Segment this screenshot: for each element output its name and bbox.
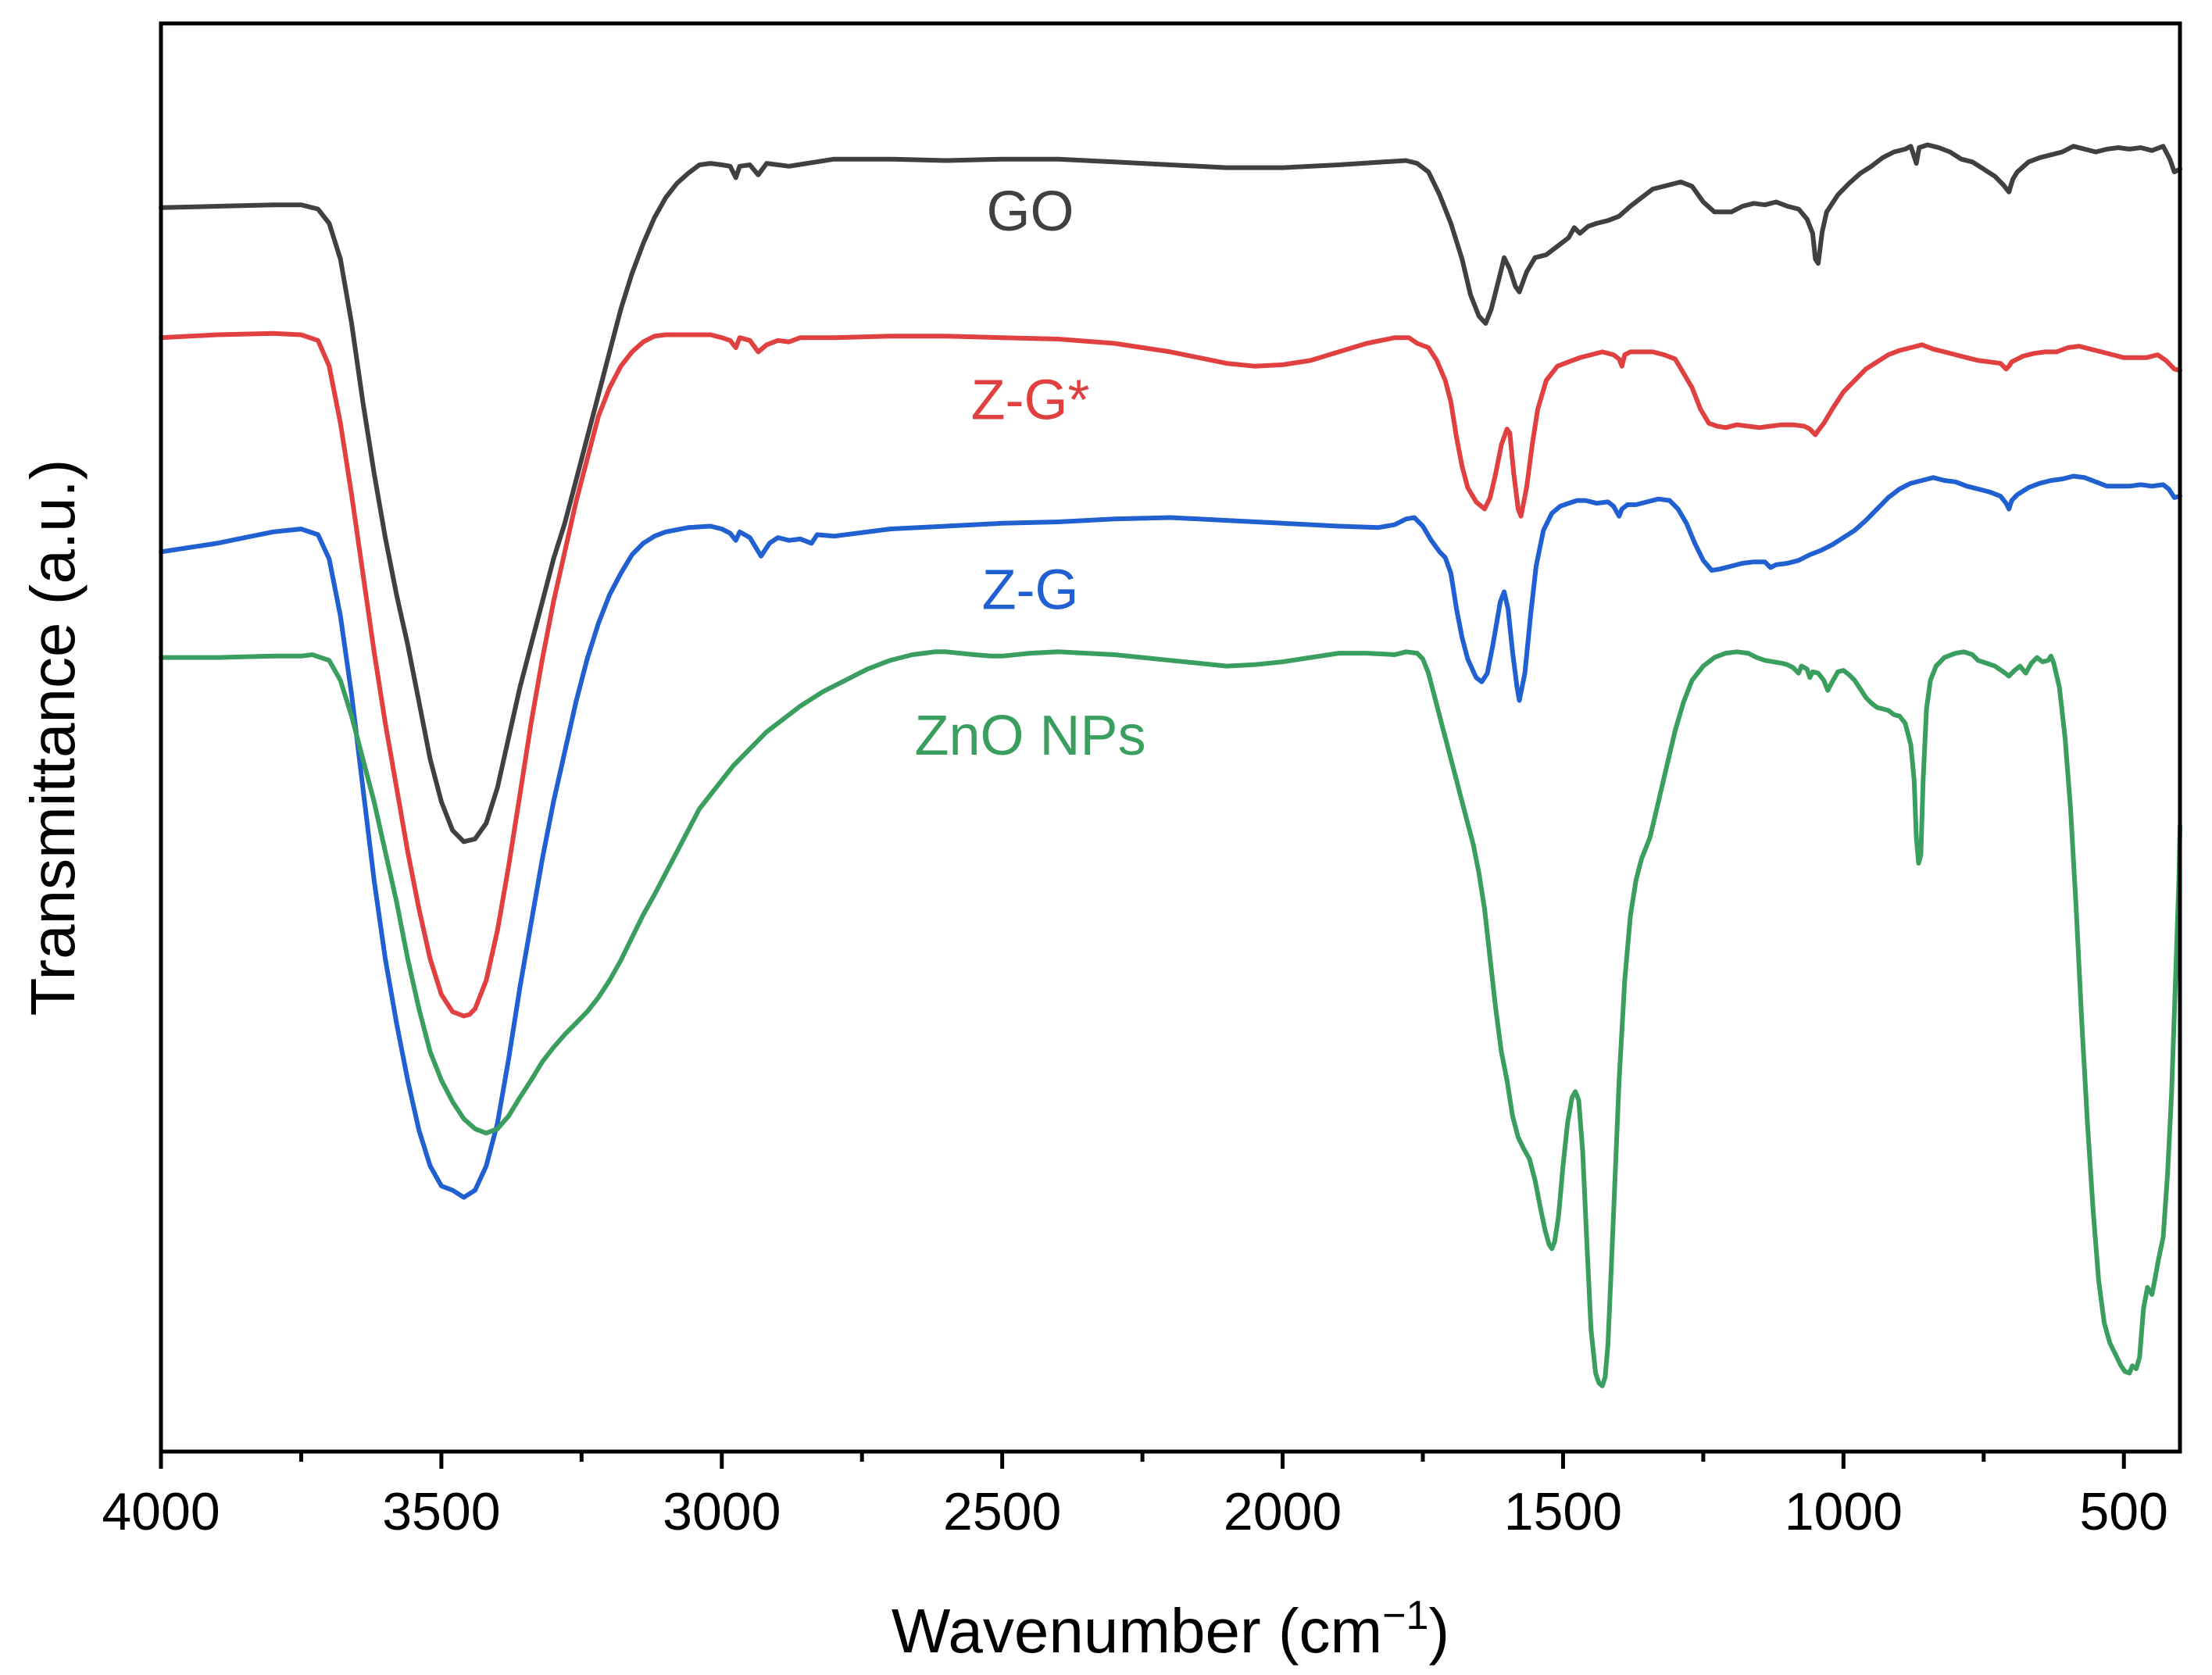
x-tick-label: 4000 [102, 1482, 220, 1541]
x-tick-label: 2500 [943, 1482, 1061, 1541]
series-line-go [159, 142, 2182, 845]
x-axis-title: Wavenumber (cm−1) [892, 1593, 1449, 1666]
series-label-z-g: Z-G [982, 559, 1079, 621]
series-label-z-g: Z-G* [971, 369, 1090, 431]
x-tick-label: 1500 [1504, 1482, 1622, 1541]
series-line-z-g [159, 473, 2182, 1200]
series-line-zno-nps [159, 649, 2182, 1388]
x-tick-label: 3500 [382, 1482, 500, 1541]
y-axis-title: Transmittance (a.u.) [18, 459, 88, 1016]
series-layer [159, 142, 2182, 1388]
x-tick-label: 3000 [663, 1482, 781, 1541]
series-line-z-g [159, 330, 2182, 1019]
plot-frame [159, 21, 2182, 1454]
series-label-zno-nps: ZnO NPs [915, 705, 1146, 767]
x-tick-label: 1000 [1785, 1482, 1903, 1541]
x-axis-ticks: 4000 3500 3000 2500 2000 1500 1000 500 [102, 1452, 2168, 1541]
series-labels: GO Z-G* Z-G ZnO NPs [915, 180, 1146, 767]
x-axis-title-main: Wavenumber (cm [892, 1596, 1382, 1666]
series-label-go: GO [987, 180, 1074, 243]
x-axis-title-superscript: −1 [1382, 1593, 1428, 1638]
x-axis-title-close: ) [1428, 1596, 1449, 1666]
x-tick-label: 2000 [1224, 1482, 1342, 1541]
x-tick-label: 500 [2079, 1482, 2167, 1541]
